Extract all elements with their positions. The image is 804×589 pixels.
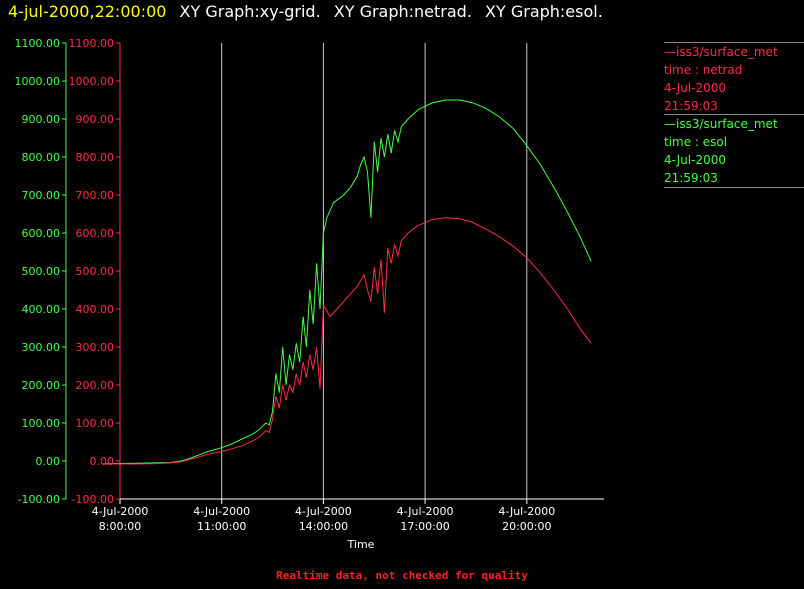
y-tick-label-netrad: 1000.00 [69, 75, 115, 88]
x-tick-label-time: 14:00:00 [299, 520, 348, 533]
y-tick-label-netrad: 700.00 [76, 189, 115, 202]
x-tick-label-date: 4-Jul-2000 [92, 505, 149, 518]
y-tick-label-netrad: -100.00 [72, 493, 114, 506]
y-tick-label-netrad: 500.00 [76, 265, 115, 278]
legend-label: time : netrad [664, 63, 743, 77]
grid-lines [221, 43, 528, 499]
legend-entry-esol: —iss3/surface_met time : esol 4-Jul-2000… [664, 114, 804, 188]
x-tick-label-date: 4-Jul-2000 [193, 505, 250, 518]
y-tick-label-esol: 800.00 [22, 151, 61, 164]
x-tick-label-time: 17:00:00 [400, 520, 449, 533]
y-tick-label-netrad: 0.00 [90, 455, 115, 468]
axes [62, 42, 604, 504]
y-tick-label-netrad: 600.00 [76, 227, 115, 240]
y-tick-label-esol: 400.00 [22, 303, 61, 316]
legend-time: 21:59:03 [664, 171, 718, 185]
y-tick-label-netrad: 800.00 [76, 151, 115, 164]
x-tick-label-time: 8:00:00 [99, 520, 141, 533]
x-tick-label-date: 4-Jul-2000 [295, 505, 352, 518]
x-tick-label-time: 11:00:00 [197, 520, 246, 533]
y-tick-label-netrad: 300.00 [76, 341, 115, 354]
y-tick-label-esol: 200.00 [22, 379, 61, 392]
legend-rule [664, 187, 804, 188]
title-graph-xy-grid: XY Graph:xy-grid. [179, 2, 321, 21]
x-tick-label-date: 4-Jul-2000 [498, 505, 555, 518]
series-line-timeesol [102, 99, 592, 465]
legend-date: 4-Jul-2000 [664, 153, 726, 167]
y-tick-label-esol: 300.00 [22, 341, 61, 354]
y-tick-label-netrad: 200.00 [76, 379, 115, 392]
tick-labels: 1100.00 1100.00 1000.00 1000.00 900.00 900.00… [15, 37, 556, 533]
legend-time: 21:59:03 [664, 99, 718, 113]
y-tick-label-netrad: 400.00 [76, 303, 115, 316]
title-bar: 4-jul-2000,22:00:00 XY Graph:xy-grid. XY… [8, 2, 603, 21]
y-tick-label-netrad: 100.00 [76, 417, 115, 430]
title-graph-esol: XY Graph:esol. [485, 2, 603, 21]
y-tick-label-esol: 700.00 [22, 189, 61, 202]
legend-rule [664, 114, 804, 115]
series-lines [102, 99, 592, 465]
series-line-timenetrad [103, 217, 592, 465]
y-tick-label-esol: 500.00 [22, 265, 61, 278]
legend-source: —iss3/surface_met [664, 117, 778, 131]
y-tick-label-esol: 900.00 [22, 113, 61, 126]
legend-source: —iss3/surface_met [664, 45, 778, 59]
y-tick-label-netrad: 900.00 [76, 113, 115, 126]
quality-notice: Realtime data, not checked for quality [276, 569, 528, 582]
y-tick-label-esol: 600.00 [22, 227, 61, 240]
title-date: 4-jul-2000,22:00:00 [8, 2, 167, 21]
y-tick-label-esol: 0.00 [36, 455, 61, 468]
y-tick-label-esol: 100.00 [22, 417, 61, 430]
x-tick-label-time: 20:00:00 [502, 520, 551, 533]
y-tick-label-netrad: 1100.00 [69, 37, 115, 50]
y-tick-label-esol: -100.00 [18, 493, 60, 506]
x-axis-label: Time [347, 538, 375, 551]
legend-date: 4-Jul-2000 [664, 81, 726, 95]
legend-rule [664, 42, 804, 43]
title-graph-netrad: XY Graph:netrad. [333, 2, 472, 21]
legend-label: time : esol [664, 135, 728, 149]
y-tick-label-esol: 1000.00 [15, 75, 61, 88]
x-tick-label-date: 4-Jul-2000 [397, 505, 454, 518]
legend-entry-netrad: —iss3/surface_met time : netrad 4-Jul-20… [664, 42, 804, 115]
y-tick-label-esol: 1100.00 [15, 37, 61, 50]
